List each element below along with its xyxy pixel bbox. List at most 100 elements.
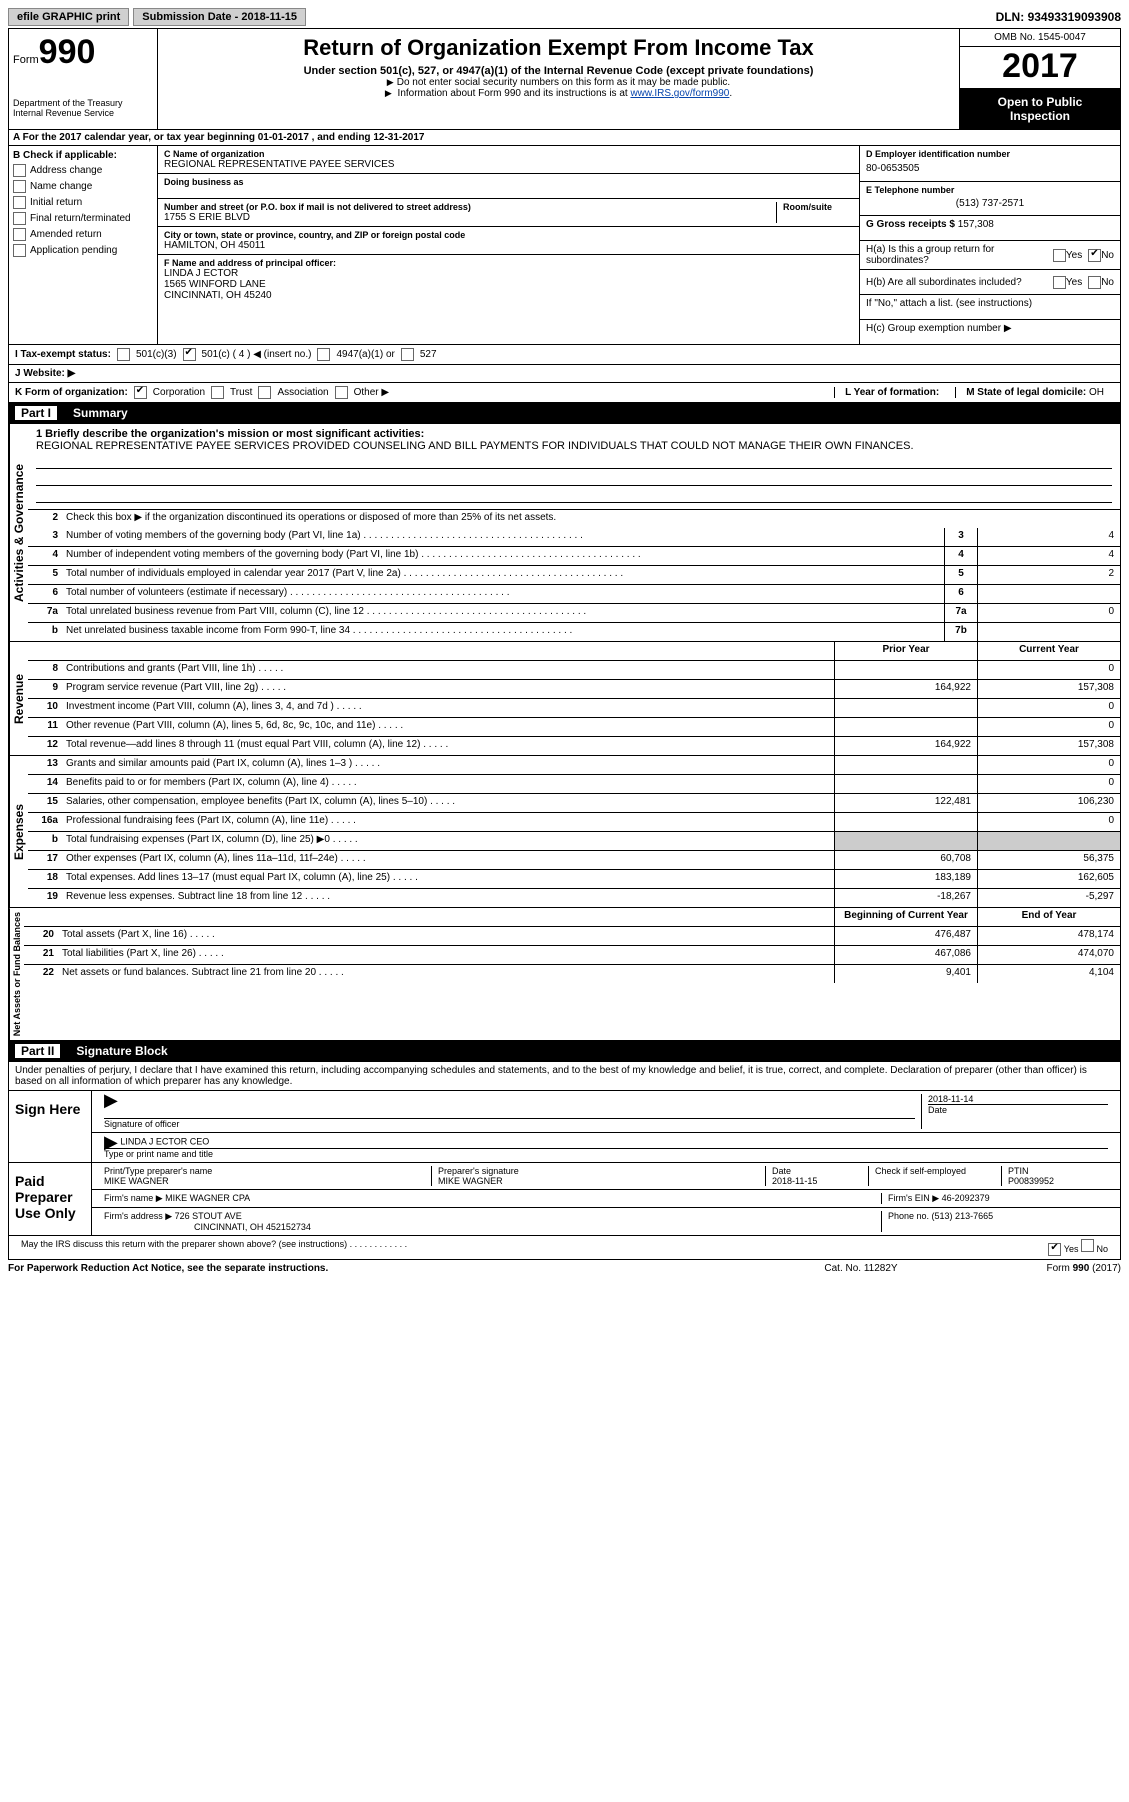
prep-sig-label: Preparer's signature [438,1166,759,1176]
sign-here-label: Sign Here [9,1091,92,1162]
hb-no-chk[interactable] [1088,276,1101,289]
hc-note: If "No," attach a list. (see instruction… [860,295,1120,320]
discuss-yes-chk[interactable] [1048,1243,1061,1256]
beg-year-hdr: Beginning of Current Year [834,908,977,926]
hb-text: H(b) Are all subordinates included? [866,277,1053,288]
ein-value: 80-0653505 [866,159,1114,178]
prior-val [834,661,977,679]
exp-body: 13 Grants and similar amounts paid (Part… [28,756,1120,907]
discuss-no-chk[interactable] [1081,1239,1094,1252]
line2-text: Check this box ▶ if the organization dis… [62,510,1120,528]
addr-value: 1755 S ERIE BLVD [164,212,776,223]
submission-label: Submission Date - [142,11,241,23]
chk-name-change[interactable]: Name change [13,180,153,193]
org-name-cell: C Name of organization REGIONAL REPRESEN… [158,146,859,174]
curr-val: -5,297 [977,889,1120,907]
chk-527[interactable] [401,348,414,361]
chk-address-change[interactable]: Address change [13,164,153,177]
omb-number: OMB No. 1545-0047 [960,29,1120,47]
chk-501c[interactable] [183,348,196,361]
mission-label: 1 Briefly describe the organization's mi… [36,428,424,440]
firm-addr-label: Firm's address ▶ [104,1211,175,1221]
prep-date: 2018-11-15 [772,1176,862,1186]
opt-501c: 501(c) ( 4 ) ◀ (insert no.) [202,349,312,360]
checkbox-icon [13,196,26,209]
line-13: 13 Grants and similar amounts paid (Part… [28,756,1120,775]
line-6: 6 Total number of volunteers (estimate i… [28,585,1120,604]
checkbox-icon [13,164,26,177]
chk-initial-return[interactable]: Initial return [13,196,153,209]
sig-date-label: Date [928,1104,1108,1115]
ha-no-chk[interactable] [1088,249,1101,262]
ein-label: D Employer identification number [866,149,1114,159]
domicile-label: M State of legal domicile: [966,387,1086,398]
chk-final-return[interactable]: Final return/terminated [13,212,153,225]
prior-val: 467,086 [834,946,977,964]
line-4: 4 Number of independent voting members o… [28,547,1120,566]
prior-val: 60,708 [834,851,977,869]
net-vert-label: Net Assets or Fund Balances [9,908,24,1040]
officer-addr2: CINCINNATI, OH 45240 [164,290,853,301]
efile-print-button[interactable]: efile GRAPHIC print [8,8,129,26]
preparer-row1: Print/Type preparer's nameMIKE WAGNER Pr… [92,1163,1120,1190]
opt-527: 527 [420,349,437,360]
ha-text: H(a) Is this a group return for subordin… [866,244,1053,266]
inspect-1: Open to Public [964,95,1116,109]
prior-val [834,832,977,850]
ha-yes-chk[interactable] [1053,249,1066,262]
line-val: 4 [977,547,1120,565]
chk-application-pending[interactable]: Application pending [13,244,153,257]
row-j: J Website: ▶ [8,365,1121,383]
chk-4947[interactable] [317,348,330,361]
chk-501c3[interactable] [117,348,130,361]
line-text: Salaries, other compensation, employee b… [62,794,834,812]
section-a-text: A For the 2017 calendar year, or tax yea… [13,132,424,143]
prior-year-hdr: Prior Year [834,642,977,660]
submission-date-button[interactable]: Submission Date - 2018-11-15 [133,8,306,26]
tel-cell: E Telephone number (513) 737-2571 [860,182,1120,216]
chk-label: Address change [30,165,102,176]
room-label: Room/suite [783,202,853,212]
prior-val [834,775,977,793]
ha-cell: H(a) Is this a group return for subordin… [860,241,1120,270]
part2-header: Part II Signature Block [8,1041,1121,1062]
row-i: I Tax-exempt status: 501(c)(3) 501(c) ( … [8,345,1121,365]
note-info-text: Information about Form 990 and its instr… [398,88,631,99]
chk-corp[interactable] [134,386,147,399]
gross-label: G Gross receipts $ [866,219,958,230]
chk-other[interactable] [335,386,348,399]
curr-val: 162,605 [977,870,1120,888]
hb-yes-chk[interactable] [1053,276,1066,289]
line-20: 20 Total assets (Part X, line 16) . . . … [24,927,1120,946]
line-text: Number of independent voting members of … [62,547,944,565]
chk-assoc[interactable] [258,386,271,399]
col-headers: Prior Year Current Year [28,642,1120,661]
curr-val: 0 [977,775,1120,793]
officer-label: F Name and address of principal officer: [164,258,853,268]
form-title: Return of Organization Exempt From Incom… [166,35,951,61]
net-body: Beginning of Current Year End of Year 20… [24,908,1120,1040]
year-formation-label: L Year of formation: [845,387,939,398]
no-label: No [1096,1244,1108,1254]
chk-trust[interactable] [211,386,224,399]
open-inspection: Open to Public Inspection [960,89,1120,129]
hb-cell: H(b) Are all subordinates included? Yes … [860,270,1120,295]
checkbox-icon [13,212,26,225]
line-text: Total expenses. Add lines 13–17 (must eq… [62,870,834,888]
firm-city: CINCINNATI, OH 452152734 [104,1222,875,1232]
line-val: 0 [977,604,1120,622]
chk-amended-return[interactable]: Amended return [13,228,153,241]
uline [36,454,1112,469]
gross-value: 157,308 [958,219,994,230]
hc-cell: H(c) Group exemption number ▶ [860,320,1120,344]
line-text: Number of voting members of the governin… [62,528,944,546]
line-10: 10 Investment income (Part VIII, column … [28,699,1120,718]
yes-label: Yes [1066,277,1082,288]
firm-ein-label: Firm's EIN ▶ [888,1193,942,1203]
prep-date-label: Date [772,1166,862,1176]
irs-link[interactable]: www.IRS.gov/form990 [630,88,729,99]
addr-label: Number and street (or P.O. box if mail i… [164,202,776,212]
line-text: Net unrelated business taxable income fr… [62,623,944,641]
declaration-text: Under penalties of perjury, I declare th… [9,1062,1120,1091]
line-8: 8 Contributions and grants (Part VIII, l… [28,661,1120,680]
